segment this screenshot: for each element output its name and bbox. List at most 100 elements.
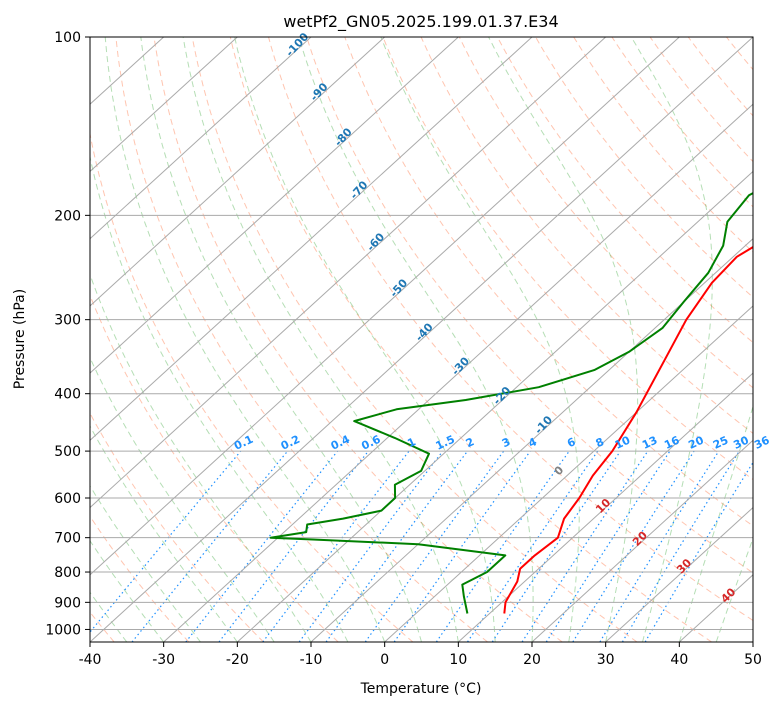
dry-adiabat-line <box>458 37 753 389</box>
pressure-grid <box>90 37 753 630</box>
dry-adiabat-line <box>496 37 753 344</box>
dry-adiabat-line <box>306 37 753 574</box>
mixing-ratio-label: 0.4 <box>329 433 352 453</box>
mixing-ratio-label: 3 <box>500 435 512 450</box>
y-tick-label: 500 <box>54 444 81 460</box>
mixing-ratio-line <box>545 450 671 642</box>
mixing-ratio-label: 2 <box>464 435 476 450</box>
isotherm-line <box>90 37 312 240</box>
mixing-ratio-label: 20 <box>686 433 706 451</box>
mixing-ratio-label: 36 <box>752 433 772 451</box>
dry-adiabat-line <box>573 37 753 253</box>
moist-adiabat-line <box>90 425 238 642</box>
moist-adiabat-line <box>752 640 753 642</box>
isotherm-line <box>163 103 753 642</box>
mixing-ratio-label: 8 <box>594 435 606 450</box>
x-tick-label: -40 <box>79 652 102 668</box>
moist-adiabat-line <box>298 37 534 642</box>
temperature-line <box>503 245 753 614</box>
x-tick-label: 10 <box>449 652 467 668</box>
mixing-ratio-line <box>644 461 753 642</box>
y-tick-label: 100 <box>54 30 81 46</box>
dry-adiabat-line <box>90 293 339 642</box>
dewpoint-line <box>269 192 753 614</box>
mixing-ratio-line <box>262 450 410 642</box>
dry-adiabat-line <box>611 37 753 208</box>
mixing-ratio-line <box>435 450 570 642</box>
dry-adiabat-line <box>268 37 753 622</box>
dry-adiabat-line <box>90 412 264 642</box>
isotherm-label: -30 <box>449 354 472 378</box>
plot-frame <box>89 36 754 643</box>
isotherm-line <box>90 37 680 576</box>
y-tick-label: 300 <box>54 313 81 329</box>
isotherm-line <box>605 506 753 642</box>
dry-adiabat-line <box>344 37 753 527</box>
y-axis-label: Pressure (hPa) <box>12 289 28 389</box>
mixing-ratio-label: 25 <box>711 434 730 452</box>
moist-adiabat-line <box>380 37 580 642</box>
dry-adiabat-line <box>726 37 753 71</box>
isotherm-label: -90 <box>308 80 331 104</box>
chart-title: wetPf2_GN05.2025.199.01.37.E34 <box>283 12 558 32</box>
mixing-ratio-line <box>521 450 649 642</box>
moist-adiabat-label: 10 <box>593 496 613 516</box>
dry-adiabat-line <box>115 37 488 642</box>
mixing-ratio-line <box>599 450 720 642</box>
isotherm-line <box>90 37 533 442</box>
mixing-ratio-lines <box>90 450 753 642</box>
moist-adiabat-line <box>234 37 496 642</box>
mixing-ratio-label: 0.6 <box>359 433 382 453</box>
mixing-ratio-line <box>298 450 444 642</box>
dry-adiabat-line <box>153 37 563 642</box>
y-axis-ticks: 100 200 300 400 500 600 700 800 900 1000 <box>45 30 90 638</box>
isotherm-label: -100 <box>283 30 311 59</box>
isotherm-label: -50 <box>387 276 410 300</box>
isotherm-line <box>752 641 753 642</box>
moist-adiabat-line <box>715 537 753 642</box>
dry-adiabats <box>90 37 775 642</box>
isotherm-line <box>310 237 753 642</box>
y-tick-label: 700 <box>54 531 81 547</box>
mixing-ratio-label: 16 <box>662 433 682 451</box>
x-tick-label: 50 <box>744 652 762 668</box>
isotherm-line <box>531 439 753 642</box>
moist-adiabat-label: 30 <box>674 556 694 576</box>
moist-adiabat-line <box>182 37 459 642</box>
dry-adiabat-line <box>765 37 775 642</box>
isotherm-label: -20 <box>491 384 514 408</box>
dry-adiabat-line <box>382 37 753 481</box>
moist-adiabat-line <box>630 37 713 642</box>
isotherm-line <box>384 305 753 642</box>
mixing-ratio-label: 0.1 <box>232 433 255 453</box>
dry-adiabat-line <box>229 37 712 642</box>
mixing-ratio-label: 10 <box>613 433 633 451</box>
y-tick-label: 600 <box>54 491 81 507</box>
profile-series <box>269 192 753 614</box>
x-tick-label: 30 <box>597 652 615 668</box>
x-tick-label: -20 <box>226 652 249 668</box>
x-tick-label: 40 <box>670 652 688 668</box>
x-tick-label: -30 <box>152 652 175 668</box>
dry-adiabat-line <box>90 515 190 642</box>
mixing-ratio-line <box>185 450 339 642</box>
moist-adiabat-line <box>678 404 753 642</box>
x-axis-ticks: -40 -30 -20 -10 0 10 20 30 40 50 <box>79 642 762 668</box>
mixing-ratio-line <box>325 450 468 642</box>
mixing-ratio-label: 0.2 <box>279 433 302 453</box>
x-tick-label: -10 <box>300 652 323 668</box>
mixing-ratio-label: 13 <box>640 434 659 452</box>
y-tick-label: 900 <box>54 595 81 611</box>
y-tick-label: 400 <box>54 387 81 403</box>
mixing-ratio-line <box>90 450 242 633</box>
line-annotations: -100-90-80-70-60-50-40-30-20-100.1 0.2 0.4… <box>232 30 772 606</box>
dry-adiabat-line <box>420 37 753 434</box>
mixing-ratio-label: 30 <box>731 433 751 451</box>
moist-adiabat-line <box>90 485 201 642</box>
isotherm-line <box>90 37 459 374</box>
isotherm-label: -80 <box>332 125 355 149</box>
isotherm-line <box>457 372 753 642</box>
y-tick-label: 1000 <box>45 622 81 638</box>
